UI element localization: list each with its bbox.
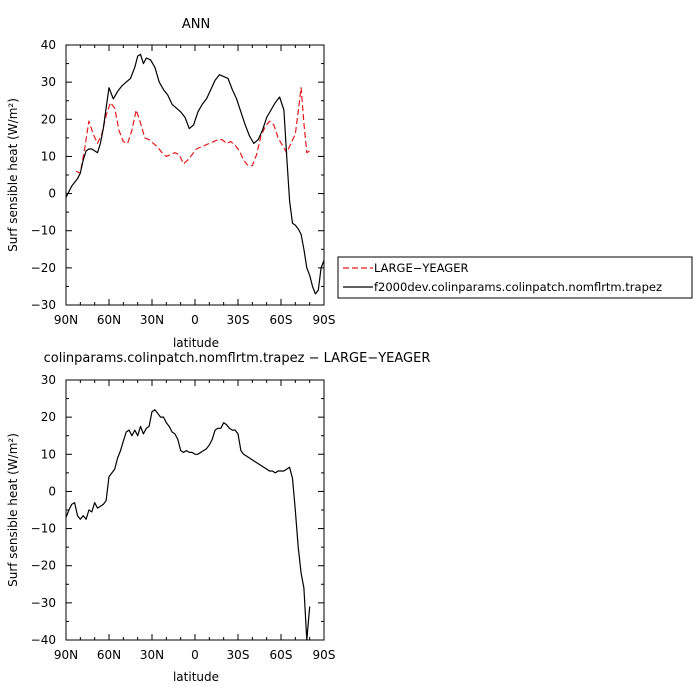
top-panel-frame: [65, 44, 325, 306]
bottom-xtick-label: 90S: [313, 648, 336, 662]
bottom-ytick-label: −10: [31, 522, 56, 536]
bottom-ytick-label: 30: [41, 373, 56, 387]
top-panel-plot-area: [65, 53, 325, 295]
bottom-panel-ticks: 90N 60N 30N 0 30S 60S 90S −40 −30 −20 −10 0 10 20 30: [31, 373, 336, 662]
bottom-panel-title: colinparams.colinpatch.nomflrtm.trapez −…: [44, 351, 431, 366]
top-panel-ylabel: Surf sensible heat (W/m²): [6, 98, 20, 252]
top-series-line-large-yeager: [75, 87, 311, 174]
top-xtick-label: 90S: [313, 313, 336, 327]
legend-label-f2000dev: f2000dev.colinparams.colinpatch.nomflrtm…: [374, 280, 662, 294]
top-xtick-label: 60N: [97, 313, 121, 327]
bottom-panel-plot-area: [65, 409, 311, 641]
top-ytick-label: 10: [41, 149, 56, 163]
bottom-panel-ylabel: Surf sensible heat (W/m²): [6, 433, 20, 587]
bottom-ytick-label: −20: [31, 559, 56, 573]
top-ytick-label: 20: [41, 112, 56, 126]
legend-label-large-yeager: LARGE−YEAGER: [374, 261, 468, 275]
top-panel-ticks: 90N 60N 30N 0 30S 60S 90S −30 −20 −10 0 10 20 30 40: [31, 38, 336, 327]
bottom-xtick-label: 0: [191, 648, 199, 662]
bottom-xtick-label: 30N: [140, 648, 164, 662]
top-xtick-label: 0: [191, 313, 199, 327]
bottom-xtick-label: 30S: [227, 648, 250, 662]
bottom-panel: colinparams.colinpatch.nomflrtm.trapez −…: [6, 351, 430, 684]
top-ytick-label: 0: [48, 187, 56, 201]
bottom-series-line-1: [65, 409, 311, 641]
top-panel-title: ANN: [182, 17, 210, 32]
bottom-ytick-label: −40: [31, 633, 56, 647]
top-panel-xlabel: latitude: [173, 336, 219, 350]
bottom-ytick-label: 10: [41, 447, 56, 461]
top-xtick-label: 60S: [270, 313, 293, 327]
legend: LARGE−YEAGER f2000dev.colinparams.colinp…: [337, 256, 693, 299]
bottom-xtick-label: 60S: [270, 648, 293, 662]
top-ytick-label: −30: [31, 298, 56, 312]
bottom-panel-xlabel: latitude: [173, 670, 219, 684]
top-ytick-label: −10: [31, 224, 56, 238]
top-panel: ANN 90N 60N 30N 0 30S 60S 90S −30 −20 −10 0 10 20 30 4…: [6, 17, 335, 350]
bottom-panel-frame: [65, 379, 325, 641]
bottom-xtick-label: 90N: [54, 648, 78, 662]
bottom-ytick-label: −30: [31, 596, 56, 610]
top-ytick-label: −20: [31, 261, 56, 275]
top-xtick-label: 30N: [140, 313, 164, 327]
bottom-ytick-label: 20: [41, 410, 56, 424]
top-ytick-label: 40: [41, 38, 56, 52]
top-series-line-f2000dev-colinparams-colinpatch-nomflrtm-trapez: [65, 53, 325, 295]
top-xtick-label: 90N: [54, 313, 78, 327]
bottom-ytick-label: 0: [48, 484, 56, 498]
top-ytick-label: 30: [41, 75, 56, 89]
bottom-xtick-label: 60N: [97, 648, 121, 662]
top-xtick-label: 30S: [227, 313, 250, 327]
legend-box: [337, 256, 693, 299]
